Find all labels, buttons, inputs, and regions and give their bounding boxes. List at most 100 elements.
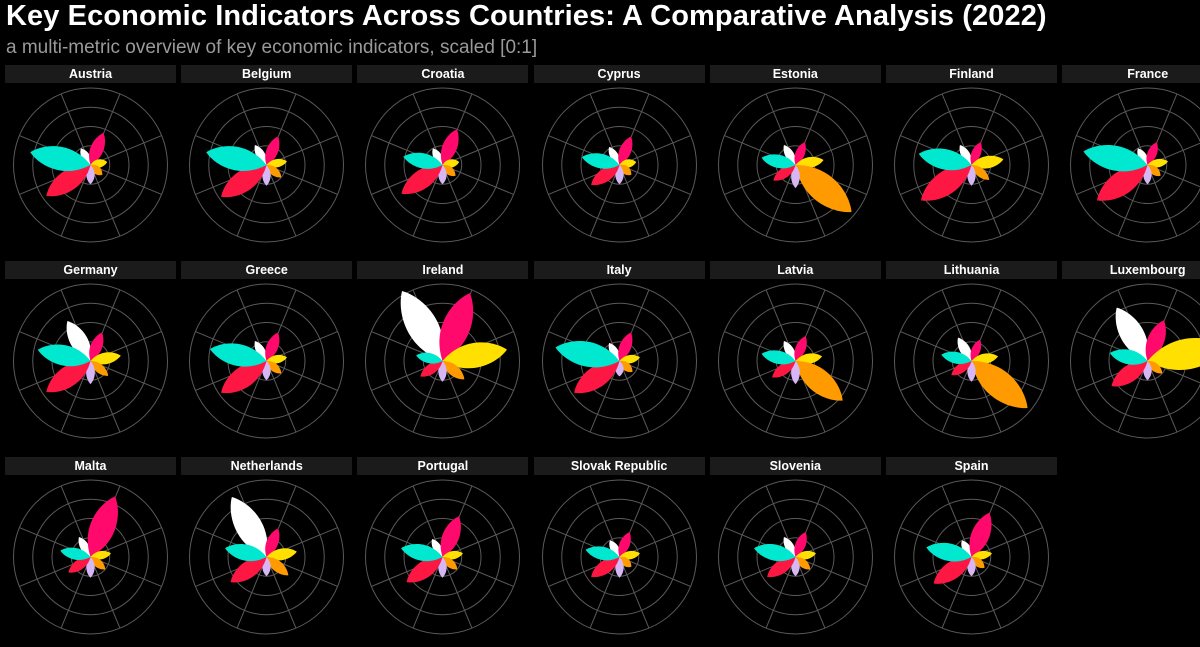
petal-indicator-4 <box>971 556 985 569</box>
grid-ring <box>189 479 345 635</box>
panel-country-label: Finland <box>886 65 1057 83</box>
petal-indicator-2 <box>265 332 280 361</box>
grid-ring <box>384 498 502 616</box>
petal-indicator-7 <box>581 153 620 169</box>
grid-spoke <box>90 164 121 237</box>
radial-chart <box>365 283 521 439</box>
petal-indicator-1 <box>432 148 444 165</box>
petal-indicator-2 <box>617 136 632 165</box>
petal-indicator-4 <box>266 556 289 576</box>
panel-country-label: Austria <box>5 65 176 83</box>
grid-ring <box>541 87 697 243</box>
grid-spoke <box>442 360 473 433</box>
grid-spoke <box>618 556 691 587</box>
grid-ring <box>32 498 149 616</box>
petal-indicator-7 <box>753 544 796 562</box>
grid-ring <box>717 479 873 635</box>
radial-chart <box>365 479 521 635</box>
petal-indicator-1 <box>959 144 972 165</box>
grid-spoke <box>971 556 1002 629</box>
grid-ring <box>541 283 697 439</box>
grid-ring <box>32 106 149 224</box>
grid-spoke <box>618 164 691 195</box>
petal-indicator-1 <box>783 340 796 361</box>
petal-indicator-7 <box>210 343 267 367</box>
radial-chart <box>189 479 345 635</box>
petal-indicator-5 <box>967 361 976 382</box>
petal-indicator-4 <box>971 360 1028 409</box>
petal-indicator-4 <box>619 360 633 373</box>
petal-indicator-2 <box>794 142 806 165</box>
grid-ring <box>13 283 168 439</box>
grid-ring <box>208 106 325 224</box>
radial-chart <box>894 479 1049 635</box>
grid-ring <box>560 498 678 616</box>
petal-indicator-4 <box>442 360 465 380</box>
grid-ring <box>227 518 306 596</box>
grid-ring <box>913 498 1030 616</box>
petal-indicator-7 <box>30 146 91 171</box>
petal-indicator-2 <box>1146 142 1158 165</box>
petal-indicator-2 <box>89 132 105 165</box>
radial-chart <box>1070 87 1200 243</box>
panel-country-label: Spain <box>886 457 1057 475</box>
petal-indicator-4 <box>795 164 852 213</box>
panel-country-label: Slovenia <box>709 457 881 475</box>
panel-estonia: Estonia <box>709 65 881 255</box>
petal-indicator-7 <box>37 344 91 367</box>
petal-indicator-3 <box>90 550 111 560</box>
petal-indicator-2 <box>970 339 982 361</box>
panel-slovak-republic: Slovak Republic <box>533 457 705 647</box>
grid-spoke <box>442 556 473 629</box>
grid-ring <box>894 87 1049 243</box>
petal-indicator-3 <box>1147 338 1200 370</box>
petal-indicator-7 <box>761 154 796 169</box>
petal-indicator-4 <box>795 360 843 401</box>
petal-indicator-7 <box>1110 349 1148 365</box>
grid-ring <box>932 518 1011 596</box>
petal-indicator-7 <box>1083 144 1148 172</box>
grid-ring <box>403 126 482 204</box>
grid-ring <box>13 87 168 243</box>
grid-spoke <box>765 164 796 237</box>
radial-chart <box>13 87 168 243</box>
petal-indicator-6 <box>406 556 443 583</box>
petal-indicator-4 <box>1147 164 1161 177</box>
petal-indicator-6 <box>68 556 91 573</box>
petal-indicator-3 <box>795 353 822 364</box>
radial-chart <box>189 87 345 243</box>
grid-ring <box>365 283 521 439</box>
grid-spoke <box>589 164 620 237</box>
petal-indicator-3 <box>971 155 1004 169</box>
petal-indicator-7 <box>555 340 620 368</box>
grid-ring <box>560 106 678 224</box>
grid-spoke <box>442 164 515 195</box>
panel-country-label: Croatia <box>357 65 529 83</box>
petal-indicator-6 <box>933 556 972 584</box>
grid-ring <box>717 283 873 439</box>
panel-austria: Austria <box>5 65 176 255</box>
radial-chart <box>541 479 697 635</box>
grid-spoke <box>1117 360 1149 433</box>
radial-chart <box>13 479 168 635</box>
petal-indicator-3 <box>266 158 288 168</box>
panel-lithuania: Lithuania <box>886 261 1057 451</box>
grid-spoke <box>442 164 473 237</box>
petal-indicator-2 <box>1145 320 1167 361</box>
petal-indicator-6 <box>230 556 267 583</box>
grid-ring <box>384 106 502 224</box>
panel-country-label: Lithuania <box>886 261 1057 279</box>
petal-indicator-3 <box>795 156 824 169</box>
petal-indicator-7 <box>225 544 267 562</box>
grid-spoke <box>266 164 297 237</box>
grid-spoke <box>971 164 1002 237</box>
petal-indicator-7 <box>403 152 443 169</box>
petal-indicator-6 <box>773 164 796 181</box>
panel-country-label: France <box>1062 65 1200 83</box>
petal-indicator-6 <box>951 360 972 376</box>
petal-indicator-1 <box>401 290 444 361</box>
grid-spoke <box>1147 360 1178 433</box>
panel-country-label: Germany <box>5 261 176 279</box>
panel-country-label: Ireland <box>357 261 529 279</box>
panel-finland: Finland <box>886 65 1057 255</box>
